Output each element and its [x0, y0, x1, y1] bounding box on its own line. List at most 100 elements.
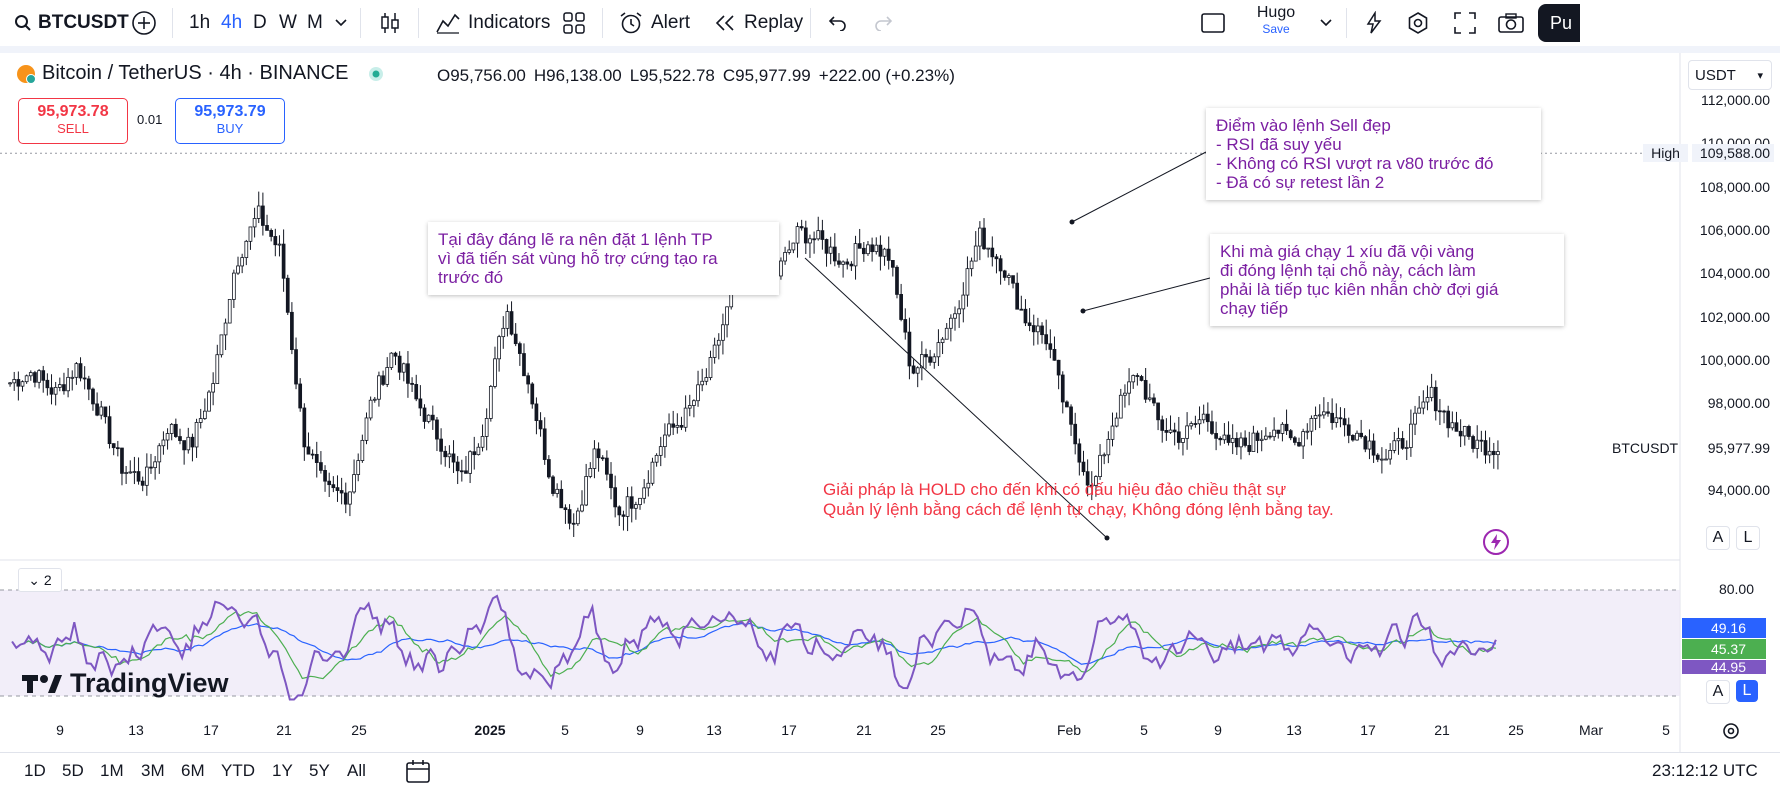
note-early-close[interactable]: Khi mà giá chạy 1 xíu đã vội vàng đi đón…	[1210, 234, 1564, 326]
lightning-icon[interactable]	[1482, 528, 1510, 561]
range-button-all[interactable]: All	[347, 761, 366, 780]
candle-body	[1214, 433, 1218, 439]
candle-body	[928, 356, 932, 363]
pane-toggle[interactable]: ⌄ 2	[18, 568, 62, 592]
candle-body	[310, 453, 315, 456]
range-button-3m[interactable]: 3M	[141, 761, 165, 780]
candle-body	[277, 243, 282, 246]
candle-body	[1479, 439, 1484, 442]
auto-scale-button[interactable]: A	[1706, 526, 1730, 550]
fullscreen-button[interactable]	[1454, 0, 1476, 46]
candle-body	[1007, 275, 1011, 278]
candle-body	[91, 388, 95, 405]
axis-settings-button[interactable]	[1720, 720, 1742, 747]
user-dropdown[interactable]	[1320, 0, 1332, 46]
gear-icon	[1723, 723, 1739, 739]
chart-canvas[interactable]	[0, 52, 1780, 752]
candle-body	[1351, 434, 1355, 441]
candle-body	[700, 380, 705, 386]
candle-body	[1131, 375, 1136, 383]
time-tick-label: 25	[351, 722, 367, 738]
candle-body	[588, 468, 593, 477]
candle-body	[559, 488, 564, 509]
redo-button[interactable]	[873, 0, 893, 46]
candle-body	[343, 492, 348, 505]
candle-body	[1160, 419, 1165, 431]
candle-body	[1181, 437, 1185, 443]
candle-body	[1247, 445, 1252, 452]
interval-d[interactable]: D	[253, 12, 267, 33]
range-button-5y[interactable]: 5Y	[309, 761, 330, 780]
range-button-5d[interactable]: 5D	[62, 761, 84, 780]
candle-body	[1338, 417, 1343, 420]
candle-body	[16, 379, 21, 387]
candle-body	[1433, 386, 1438, 412]
candle-body	[803, 227, 808, 244]
candle-body	[356, 460, 361, 475]
candle-body	[203, 410, 207, 419]
clock[interactable]: 23:12:12 UTC	[1652, 761, 1758, 780]
undo-button[interactable]	[828, 0, 848, 46]
symbol-title[interactable]: Bitcoin / TetherUS · 4h · BINANCE	[42, 62, 349, 84]
candle-body	[178, 436, 182, 441]
range-button-1d[interactable]: 1D	[24, 761, 46, 780]
range-button-1y[interactable]: 1Y	[272, 761, 293, 780]
chart-type-button[interactable]	[378, 0, 402, 46]
candle-body	[1048, 343, 1053, 350]
interval-w[interactable]: W	[279, 12, 297, 33]
rsi-auto-button[interactable]: A	[1706, 680, 1730, 704]
symbol-price-tag: BTCUSDT	[1612, 440, 1679, 456]
candle-body	[795, 226, 800, 244]
indicators-button[interactable]: Indicators	[436, 0, 550, 46]
candle-body	[1284, 423, 1289, 432]
candle-body	[978, 227, 982, 247]
candle-body	[625, 496, 630, 517]
candle-body	[712, 344, 717, 358]
interval-1h[interactable]: 1h	[189, 12, 211, 33]
candle-body	[1230, 437, 1235, 443]
lightning-search-icon	[1362, 11, 1386, 35]
candle-body	[497, 336, 501, 360]
note-hold[interactable]: Giải pháp là HOLD cho đến khi có dấu hiệ…	[823, 480, 1334, 519]
buy-button[interactable]: 95,973.79 BUY	[175, 98, 285, 144]
interval-m[interactable]: M	[307, 12, 323, 33]
range-button-1m[interactable]: 1M	[100, 761, 124, 780]
time-tick-label: 9	[636, 722, 644, 738]
log-scale-button[interactable]: L	[1736, 526, 1760, 550]
interval-dropdown[interactable]	[335, 0, 347, 46]
range-button-6m[interactable]: 6M	[181, 761, 205, 780]
note-sell-entry[interactable]: Điểm vào lệnh Sell đẹp - RSI đã suy yếu …	[1206, 108, 1541, 200]
candle-body	[820, 230, 825, 240]
pane-index: 2	[43, 572, 52, 588]
range-button-ytd[interactable]: YTD	[221, 761, 255, 780]
replay-button[interactable]: Replay	[714, 0, 803, 46]
candle-body	[708, 357, 713, 378]
candle-body	[567, 509, 572, 524]
layouts-button[interactable]	[563, 0, 585, 46]
layout-select-button[interactable]	[1200, 0, 1226, 46]
candle-body	[924, 354, 928, 358]
currency-select[interactable]: USDT ▾	[1688, 60, 1772, 90]
publish-button[interactable]: Pu	[1538, 4, 1580, 42]
settings-button[interactable]	[1406, 0, 1430, 46]
sell-button[interactable]: 95,973.78 SELL	[18, 98, 128, 144]
quick-search-button[interactable]	[1362, 0, 1386, 46]
buy-price: 95,973.79	[194, 103, 266, 120]
candle-body	[1114, 417, 1119, 427]
date-range-button[interactable]	[405, 759, 431, 788]
compare-button[interactable]	[131, 0, 157, 46]
candle-body	[1438, 410, 1442, 413]
annotation-connector	[1082, 277, 1211, 312]
rsi-line	[11, 594, 1497, 701]
note-take-profit[interactable]: Tại đây đáng lẽ ra nên đặt 1 lệnh TP vì …	[428, 222, 779, 295]
alert-button[interactable]: Alert	[619, 0, 690, 46]
candle-body	[451, 453, 456, 463]
symbol-search[interactable]: BTCUSDT	[14, 0, 129, 46]
candle-body	[1189, 423, 1194, 427]
rsi-log-button[interactable]: L	[1736, 680, 1758, 702]
user-menu[interactable]: Hugo Save	[1255, 4, 1297, 36]
candle-body	[1251, 432, 1256, 452]
snapshot-button[interactable]	[1497, 0, 1525, 46]
interval-4h[interactable]: 4h	[221, 12, 243, 33]
tradingview-watermark[interactable]: TradingView	[22, 668, 229, 699]
